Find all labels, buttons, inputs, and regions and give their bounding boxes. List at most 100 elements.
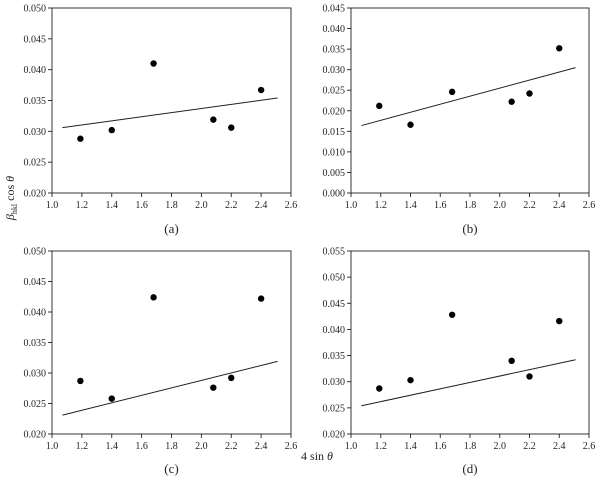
- x-tick-label: 1.4: [106, 200, 119, 211]
- x-tick-label: 2.6: [583, 441, 596, 452]
- data-point: [257, 86, 265, 94]
- y-tick-label: 0.020: [323, 106, 346, 117]
- data-point: [77, 135, 84, 142]
- plot-frame: [350, 250, 590, 435]
- data-point: [228, 124, 235, 131]
- x-tick-label: 2.2: [225, 441, 238, 452]
- x-axis-title: 4 sin θ: [301, 449, 333, 463]
- x-tick-label: 1.8: [165, 200, 178, 211]
- y-tick-label: 0.035: [323, 45, 346, 56]
- data-point: [508, 98, 515, 105]
- y-tick-label: 0.050: [24, 247, 47, 258]
- y-tick-label: 0.020: [24, 430, 47, 441]
- x-tick-label: 1.4: [404, 200, 417, 211]
- y-tick-label: 0.030: [24, 369, 47, 380]
- x-tick-label: 1.2: [375, 441, 388, 452]
- x-tick-label: 1.6: [434, 200, 447, 211]
- fit-line: [361, 67, 576, 127]
- x-tick-label: 2.2: [523, 200, 536, 211]
- y-tick-label: 0.010: [323, 147, 346, 158]
- plot-frame: [350, 7, 590, 194]
- y-tick-label: 0.050: [323, 273, 346, 284]
- data-point: [448, 88, 456, 96]
- plot-frame: [51, 250, 292, 435]
- data-point: [77, 377, 84, 385]
- y-tick-label: 0.055: [323, 247, 346, 258]
- x-tick-label: 2.6: [285, 441, 298, 452]
- data-point: [376, 385, 383, 392]
- x-tick-label: 1.6: [135, 441, 148, 452]
- data-point: [508, 357, 515, 364]
- fit-line: [361, 359, 576, 407]
- x-tick-label: 1.4: [106, 441, 119, 452]
- plot-frame: [51, 7, 292, 194]
- data-point: [257, 295, 265, 302]
- x-tick-label: 2.0: [494, 200, 507, 211]
- panel-a: 0.020 0.025 0.030 0.035 0.040 0.045 0.050 1.0 1.…: [24, 4, 298, 237]
- y-tick-label: 0.045: [323, 4, 346, 15]
- y-tick-label: 0.040: [323, 325, 346, 336]
- y-tick-label: 0.030: [323, 377, 346, 388]
- data-point: [407, 121, 414, 128]
- data-point: [407, 376, 414, 384]
- y-tick-label: 0.035: [323, 351, 346, 362]
- data-point: [108, 395, 115, 402]
- x-tick-label: 2.0: [195, 200, 208, 211]
- data-point: [210, 384, 217, 391]
- x-tick-label: 1.6: [135, 200, 148, 211]
- y-tick-label: 0.040: [323, 24, 346, 35]
- x-tick-label: 1.0: [46, 441, 59, 452]
- y-tick-label: 0.045: [323, 299, 346, 310]
- x-tick-label: 1.8: [464, 441, 477, 452]
- data-point: [150, 294, 157, 301]
- x-tick-label: 1.8: [165, 441, 178, 452]
- y-tick-label: 0.030: [323, 65, 346, 76]
- y-tick-label: 0.045: [24, 277, 47, 288]
- x-tick-label: 1.8: [464, 200, 477, 211]
- data-point: [526, 373, 533, 380]
- y-tick-label: 0.025: [323, 86, 346, 97]
- fit-line: [62, 97, 278, 129]
- x-tick-label: 1.4: [404, 441, 417, 452]
- y-tick-label: 0.025: [24, 399, 47, 410]
- data-point: [108, 126, 115, 134]
- x-tick-label: 2.4: [553, 200, 566, 211]
- y-tick-label: 0.035: [24, 96, 47, 107]
- y-tick-label: 0.040: [24, 308, 47, 319]
- y-tick-label: 0.025: [323, 403, 346, 414]
- y-tick-label: 0.025: [24, 158, 47, 169]
- x-tick-label: 2.6: [285, 200, 298, 211]
- x-tick-label: 1.2: [375, 200, 388, 211]
- x-tick-label: 1.2: [76, 200, 89, 211]
- data-point: [210, 116, 217, 123]
- y-axis-title: βhkl cos θ: [3, 176, 19, 221]
- x-tick-label: 2.4: [255, 200, 268, 211]
- data-point: [526, 90, 533, 97]
- y-tick-label: 0.020: [24, 189, 47, 200]
- panel-c: 0.020 0.025 0.030 0.035 0.040 0.045 0.050 1.0 1.…: [24, 247, 298, 477]
- y-tick-label: 0.035: [24, 338, 47, 349]
- data-point: [556, 317, 563, 325]
- x-tick-label: 2.2: [523, 441, 536, 452]
- x-tick-label: 2.6: [583, 200, 596, 211]
- y-tick-label: 0.045: [24, 34, 47, 45]
- x-tick-label: 2.4: [553, 441, 566, 452]
- data-point: [448, 311, 456, 318]
- x-tick-label: 1.0: [345, 200, 358, 211]
- panel-label: (a): [164, 221, 178, 236]
- x-tick-label: 1.0: [345, 441, 358, 452]
- y-tick-label: 0.000: [323, 189, 346, 200]
- panel-label: (b): [462, 221, 477, 236]
- fit-line: [62, 360, 278, 416]
- x-tick-label: 2.0: [494, 441, 507, 452]
- panels: 0.020 0.025 0.030 0.035 0.040 0.045 0.050 1.0 1.…: [24, 4, 596, 477]
- x-tick-label: 1.2: [76, 441, 89, 452]
- x-tick-label: 1.6: [434, 441, 447, 452]
- y-tick-label: 0.005: [323, 168, 346, 179]
- y-tick-label: 0.050: [24, 4, 47, 15]
- y-tick-label: 0.040: [24, 65, 47, 76]
- y-tick-label: 0.020: [323, 430, 346, 441]
- y-tick-label: 0.015: [323, 127, 346, 138]
- data-point: [376, 102, 383, 110]
